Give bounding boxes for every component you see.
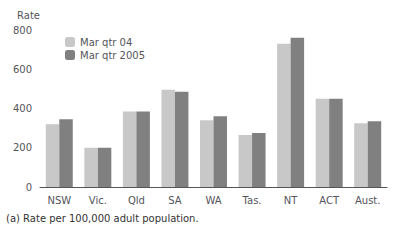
svg-text:400: 400 bbox=[13, 103, 32, 114]
svg-text:SA: SA bbox=[168, 195, 182, 206]
svg-text:800: 800 bbox=[13, 25, 32, 36]
svg-text:0: 0 bbox=[26, 182, 32, 193]
svg-text:(a) Rate per 100,000 adult pop: (a) Rate per 100,000 adult population. bbox=[6, 213, 199, 224]
svg-text:600: 600 bbox=[13, 64, 32, 75]
svg-text:Mar qtr 04: Mar qtr 04 bbox=[80, 37, 132, 48]
svg-text:Mar qtr 2005: Mar qtr 2005 bbox=[80, 50, 145, 61]
svg-text:ACT: ACT bbox=[319, 195, 340, 206]
svg-text:NT: NT bbox=[284, 195, 298, 206]
svg-text:Vic.: Vic. bbox=[89, 195, 107, 206]
svg-text:Tas.: Tas. bbox=[242, 195, 262, 206]
svg-text:Aust.: Aust. bbox=[355, 195, 381, 206]
svg-text:Rate: Rate bbox=[17, 10, 40, 21]
svg-text:200: 200 bbox=[13, 142, 32, 153]
svg-text:NSW: NSW bbox=[47, 195, 71, 206]
svg-text:WA: WA bbox=[205, 195, 221, 206]
svg-text:Qld: Qld bbox=[128, 195, 145, 206]
